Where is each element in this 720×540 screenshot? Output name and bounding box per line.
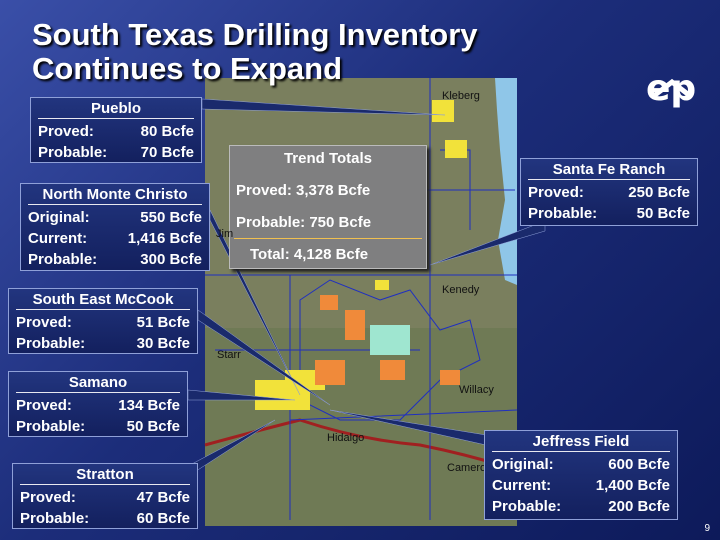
totals-line: Probable: 750 Bcfe: [236, 214, 372, 231]
callout-row: Proved: 51 Bcfe: [16, 312, 190, 333]
map-label: Cameron: [447, 462, 493, 474]
leader: [201, 98, 446, 116]
title-line: South Texas Drilling Inventory: [32, 17, 478, 52]
row-label: Proved:: [16, 314, 72, 331]
callout-row: Current: 1,400 Bcfe: [492, 475, 670, 496]
callout: Santa Fe Ranch Proved: 250 Bcfe Probable: 50…: [520, 158, 698, 226]
callout: Jeffress Field Original: 600 Bcfe Current: 1…: [484, 430, 678, 520]
row-value: 51 Bcfe: [136, 314, 190, 331]
row-value: 550 Bcfe: [140, 209, 202, 226]
row-label: Proved:: [528, 184, 584, 201]
patch: [370, 325, 410, 355]
totals-line: Total: 4,128 Bcfe: [250, 246, 369, 263]
row-value: 60 Bcfe: [136, 510, 190, 527]
leader: [187, 389, 296, 401]
patch: [432, 100, 454, 122]
row-label: Proved:: [20, 489, 76, 506]
callout: South East McCook Proved: 51 Bcfe Probable:…: [8, 288, 198, 354]
callout-row: Probable: 300 Bcfe: [28, 249, 202, 270]
callout-title: North Monte Christo: [28, 186, 202, 205]
row-label: Probable:: [492, 498, 562, 515]
row-label: Probable:: [38, 144, 108, 161]
field-patches: [255, 100, 467, 410]
callout-title: Stratton: [20, 466, 190, 485]
row-value: 300 Bcfe: [140, 251, 202, 268]
row-value: 80 Bcfe: [140, 123, 194, 140]
row-value: 1,400 Bcfe: [595, 477, 670, 494]
patch: [440, 370, 460, 385]
patch: [445, 140, 467, 158]
row-value: 1,416 Bcfe: [127, 230, 202, 247]
row-label: Original:: [28, 209, 90, 226]
callout: Pueblo Proved: 80 Bcfe Probable: 70 Bcfe: [30, 97, 202, 163]
callout-title: Santa Fe Ranch: [528, 161, 690, 180]
row-value: 600 Bcfe: [608, 456, 670, 473]
map-label: Jim: [216, 228, 234, 240]
callout-row: Original: 600 Bcfe: [492, 454, 670, 475]
row-label: Probable:: [16, 335, 86, 352]
callout-row: Current: 1,416 Bcfe: [28, 228, 202, 249]
row-value: 50 Bcfe: [126, 418, 180, 435]
callout-row: Probable: 50 Bcfe: [528, 203, 690, 224]
row-value: 200 Bcfe: [608, 498, 670, 515]
row-label: Current:: [492, 477, 552, 494]
patch: [345, 310, 365, 340]
map-label: Hidalgo: [327, 432, 365, 444]
callout-title: Samano: [16, 374, 180, 393]
row-value: 134 Bcfe: [118, 397, 180, 414]
row-label: Probable:: [28, 251, 98, 268]
row-label: Current:: [28, 230, 88, 247]
totals-rule: [234, 238, 422, 239]
row-label: Probable:: [20, 510, 90, 527]
callout: North Monte Christo Original: 550 Bcfe Curr…: [20, 183, 210, 271]
callout-title: Pueblo: [38, 100, 194, 119]
water: [495, 78, 517, 285]
callout-row: Original: 550 Bcfe: [28, 207, 202, 228]
river: [204, 418, 518, 472]
map-label: Willacy: [459, 384, 494, 396]
callout-row: Probable: 60 Bcfe: [20, 508, 190, 529]
callout-row: Probable: 70 Bcfe: [38, 142, 194, 163]
row-value: 47 Bcfe: [136, 489, 190, 506]
row-value: 70 Bcfe: [140, 144, 194, 161]
callout-row: Proved: 47 Bcfe: [20, 487, 190, 508]
leader: [429, 220, 546, 266]
patch: [375, 280, 389, 290]
patch: [380, 360, 405, 380]
callout-row: Probable: 50 Bcfe: [16, 416, 180, 437]
title-line: Continues to Expand: [32, 51, 342, 86]
map-label: Kenedy: [442, 284, 480, 296]
patch: [315, 360, 345, 385]
logo-mark: [653, 78, 691, 97]
row-label: Original:: [492, 456, 554, 473]
logo: ep: [646, 68, 697, 109]
callout-title: Jeffress Field: [492, 433, 670, 452]
callout-row: Probable: 30 Bcfe: [16, 333, 190, 354]
patch: [320, 295, 338, 310]
callout-row: Proved: 134 Bcfe: [16, 395, 180, 416]
callout-row: Probable: 200 Bcfe: [492, 496, 670, 517]
row-label: Proved:: [38, 123, 94, 140]
row-label: Proved:: [16, 397, 72, 414]
row-value: 250 Bcfe: [628, 184, 690, 201]
callout-row: Proved: 250 Bcfe: [528, 182, 690, 203]
map-label: Starr: [217, 349, 241, 361]
row-value: 30 Bcfe: [136, 335, 190, 352]
totals-title: Trend Totals: [283, 150, 373, 167]
callout-title: South East McCook: [16, 291, 190, 310]
page-number: 9: [704, 523, 710, 534]
totals-line: Proved: 3,378 Bcfe: [236, 182, 371, 199]
callout: Stratton Proved: 47 Bcfe Probable: 60 Bcfe: [12, 463, 198, 529]
map-label: Kleberg: [442, 90, 480, 102]
row-label: Probable:: [528, 205, 598, 222]
trend-totals: Trend Totals Proved: 3,378 Bcfe Probable…: [229, 145, 427, 269]
callout-row: Proved: 80 Bcfe: [38, 121, 194, 142]
row-label: Probable:: [16, 418, 86, 435]
leader: [197, 309, 331, 406]
callout: Samano Proved: 134 Bcfe Probable: 50 Bcfe: [8, 371, 188, 437]
row-value: 50 Bcfe: [636, 205, 690, 222]
